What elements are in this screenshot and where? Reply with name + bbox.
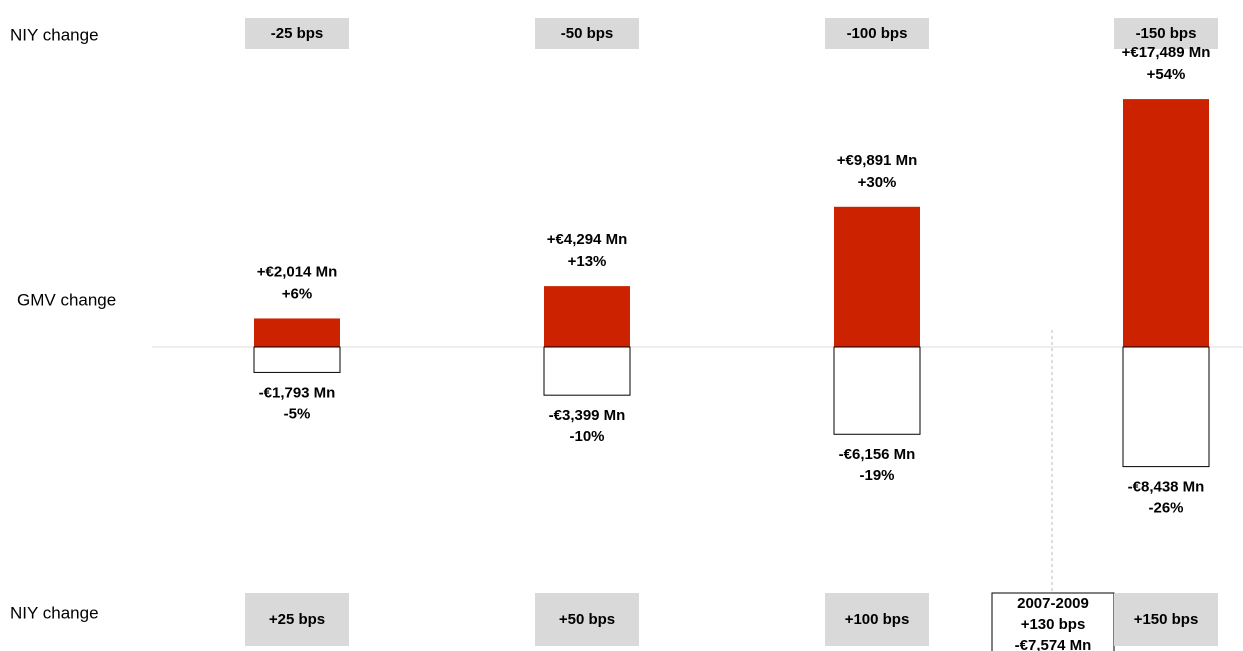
annotation-text: 2007-2009: [1017, 595, 1089, 612]
value-label: -€3,399 Mn: [549, 407, 626, 424]
category-label: +100 bps: [845, 611, 910, 628]
bar: [543, 346, 631, 396]
annotation-box: [991, 592, 1115, 651]
category-box: [535, 593, 639, 646]
percent-label: +13%: [568, 253, 607, 270]
value-label: -€1,793 Mn: [259, 384, 336, 401]
percent-label: +6%: [282, 285, 312, 302]
category-box: [535, 18, 639, 49]
category-label: -100 bps: [847, 25, 908, 42]
bar: [1123, 99, 1209, 348]
row-label: NIY change: [10, 25, 99, 44]
category-box: [825, 18, 929, 49]
bar: [833, 346, 921, 435]
category-box: [1114, 593, 1218, 646]
percent-label: -10%: [569, 428, 604, 445]
value-label: +€9,891 Mn: [837, 152, 917, 169]
value-label: +€4,294 Mn: [547, 231, 627, 248]
bar: [253, 346, 341, 373]
value-label: +€17,489 Mn: [1122, 44, 1211, 61]
category-label: +150 bps: [1134, 611, 1199, 628]
category-box: [825, 593, 929, 646]
percent-label: +30%: [858, 174, 897, 191]
category-label: -150 bps: [1136, 25, 1197, 42]
category-label: -50 bps: [561, 25, 614, 42]
row-label: GMV change: [17, 290, 116, 309]
annotation-text: -€7,574 Mn: [1015, 637, 1092, 651]
category-label: +25 bps: [269, 611, 325, 628]
percent-label: -26%: [1148, 500, 1183, 517]
bar: [1122, 346, 1210, 468]
category-box: [245, 593, 349, 646]
bar: [834, 206, 920, 347]
category-box: [1114, 18, 1218, 49]
category-label: -25 bps: [271, 25, 324, 42]
bar: [544, 286, 630, 347]
annotation-text: +130 bps: [1021, 616, 1086, 633]
row-label: NIY change: [10, 603, 99, 622]
bar: [254, 318, 340, 347]
value-label: -€8,438 Mn: [1128, 479, 1205, 496]
value-label: +€2,014 Mn: [257, 263, 337, 280]
percent-label: +54%: [1147, 66, 1186, 83]
category-box: [245, 18, 349, 49]
percent-label: -5%: [284, 405, 311, 422]
value-label: -€6,156 Mn: [839, 446, 916, 463]
category-label: +50 bps: [559, 611, 615, 628]
percent-label: -19%: [859, 467, 894, 484]
